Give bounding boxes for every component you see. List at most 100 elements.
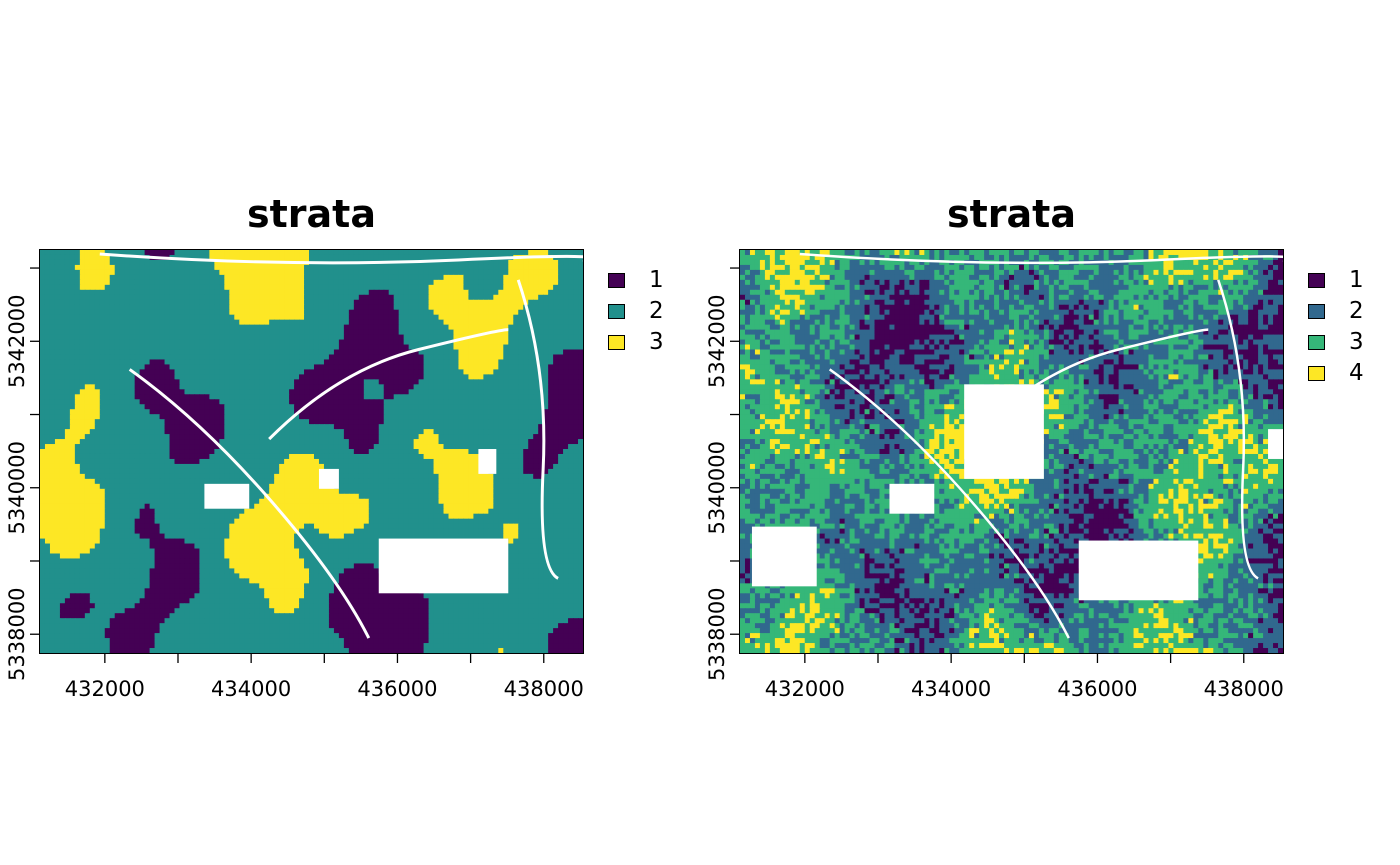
raster-cell xyxy=(99,384,106,390)
raster-cell xyxy=(513,364,519,371)
raster-cell xyxy=(94,309,101,316)
raster-cell xyxy=(428,259,435,266)
raster-cell xyxy=(184,339,191,346)
raster-cell xyxy=(264,299,270,306)
raster-cell xyxy=(383,250,390,256)
raster-cell xyxy=(139,344,146,351)
raster-cell xyxy=(99,314,106,321)
raster-cell xyxy=(269,294,275,301)
raster-cell xyxy=(279,349,285,356)
raster-cell xyxy=(518,269,524,276)
raster-cell xyxy=(74,259,81,266)
raster-cell xyxy=(523,364,529,371)
raster-cell xyxy=(164,279,171,286)
raster-cell xyxy=(129,254,136,261)
raster-cell xyxy=(538,324,544,331)
raster-cell xyxy=(184,319,191,326)
raster-cell xyxy=(139,314,146,321)
raster-cell xyxy=(453,349,460,356)
raster-cell xyxy=(69,314,76,321)
raster-cell xyxy=(159,309,166,316)
raster-cell xyxy=(478,259,484,266)
raster-cell xyxy=(338,299,345,306)
raster-cell xyxy=(164,309,171,316)
raster-cell xyxy=(423,279,430,286)
raster-cell xyxy=(274,374,280,380)
raster-cell xyxy=(313,289,320,296)
raster-cell xyxy=(104,274,111,281)
raster-cell xyxy=(318,349,325,356)
raster-cell xyxy=(104,314,111,321)
raster-cell xyxy=(144,279,151,286)
raster-cell xyxy=(59,314,66,321)
raster-cell xyxy=(164,269,171,276)
raster-cell xyxy=(214,389,220,395)
raster-cell xyxy=(538,274,544,281)
raster-cell xyxy=(209,344,215,351)
raster-cell xyxy=(323,254,330,261)
raster-cell xyxy=(274,254,280,261)
raster-cell xyxy=(313,319,320,326)
raster-cell xyxy=(458,250,465,256)
raster-cell xyxy=(139,324,146,331)
raster-cell xyxy=(299,309,305,316)
raster-cell xyxy=(94,314,101,321)
raster-cell xyxy=(134,324,141,331)
raster-cell xyxy=(134,359,141,366)
raster-cell xyxy=(189,309,196,316)
raster-cell xyxy=(124,369,131,375)
raster-cell xyxy=(503,259,509,266)
raster-cell xyxy=(184,304,191,311)
raster-cell xyxy=(578,259,583,266)
raster-cell xyxy=(353,379,360,385)
raster-cell xyxy=(358,389,365,395)
raster-cell xyxy=(408,354,415,361)
raster-cell xyxy=(458,374,465,380)
raster-cell xyxy=(543,309,549,316)
raster-cell xyxy=(64,259,71,266)
raster-cell xyxy=(294,374,300,380)
raster-cell xyxy=(254,250,260,256)
raster-cell xyxy=(353,344,360,351)
raster-cell xyxy=(134,264,141,271)
raster-cell xyxy=(553,374,559,380)
raster-cell xyxy=(249,254,255,261)
raster-cell xyxy=(328,299,335,306)
raster-cell xyxy=(119,319,126,326)
raster-cell xyxy=(284,369,290,375)
raster-cell xyxy=(518,384,524,390)
raster-cell xyxy=(199,344,205,351)
raster-cell xyxy=(328,289,335,296)
raster-cell xyxy=(89,299,96,306)
raster-cell xyxy=(264,344,270,351)
raster-cell xyxy=(473,344,479,351)
raster-cell xyxy=(134,374,141,380)
raster-cell xyxy=(214,354,220,361)
raster-cell xyxy=(403,289,410,296)
raster-cell xyxy=(184,389,191,395)
raster-cell xyxy=(513,259,519,266)
raster-cell xyxy=(144,259,151,266)
raster-cell xyxy=(478,294,484,301)
raster-cell xyxy=(528,250,534,256)
raster-cell xyxy=(84,314,91,321)
raster-cell xyxy=(388,254,395,261)
raster-cell xyxy=(398,274,405,281)
raster-cell xyxy=(518,364,524,371)
raster-cell xyxy=(149,354,156,361)
raster-cell xyxy=(558,259,564,266)
raster-cell xyxy=(169,379,176,385)
raster-cell xyxy=(274,359,280,366)
raster-cell xyxy=(508,349,514,356)
raster-cell xyxy=(518,334,524,341)
raster-cell xyxy=(129,264,136,271)
raster-cell xyxy=(249,304,255,311)
raster-cell xyxy=(189,284,196,291)
raster-cell xyxy=(558,294,564,301)
raster-cell xyxy=(154,314,161,321)
raster-cell xyxy=(408,389,415,395)
raster-cell xyxy=(413,284,420,291)
raster-cell xyxy=(304,364,310,371)
raster-cell xyxy=(518,299,524,306)
raster-cell xyxy=(538,314,544,321)
